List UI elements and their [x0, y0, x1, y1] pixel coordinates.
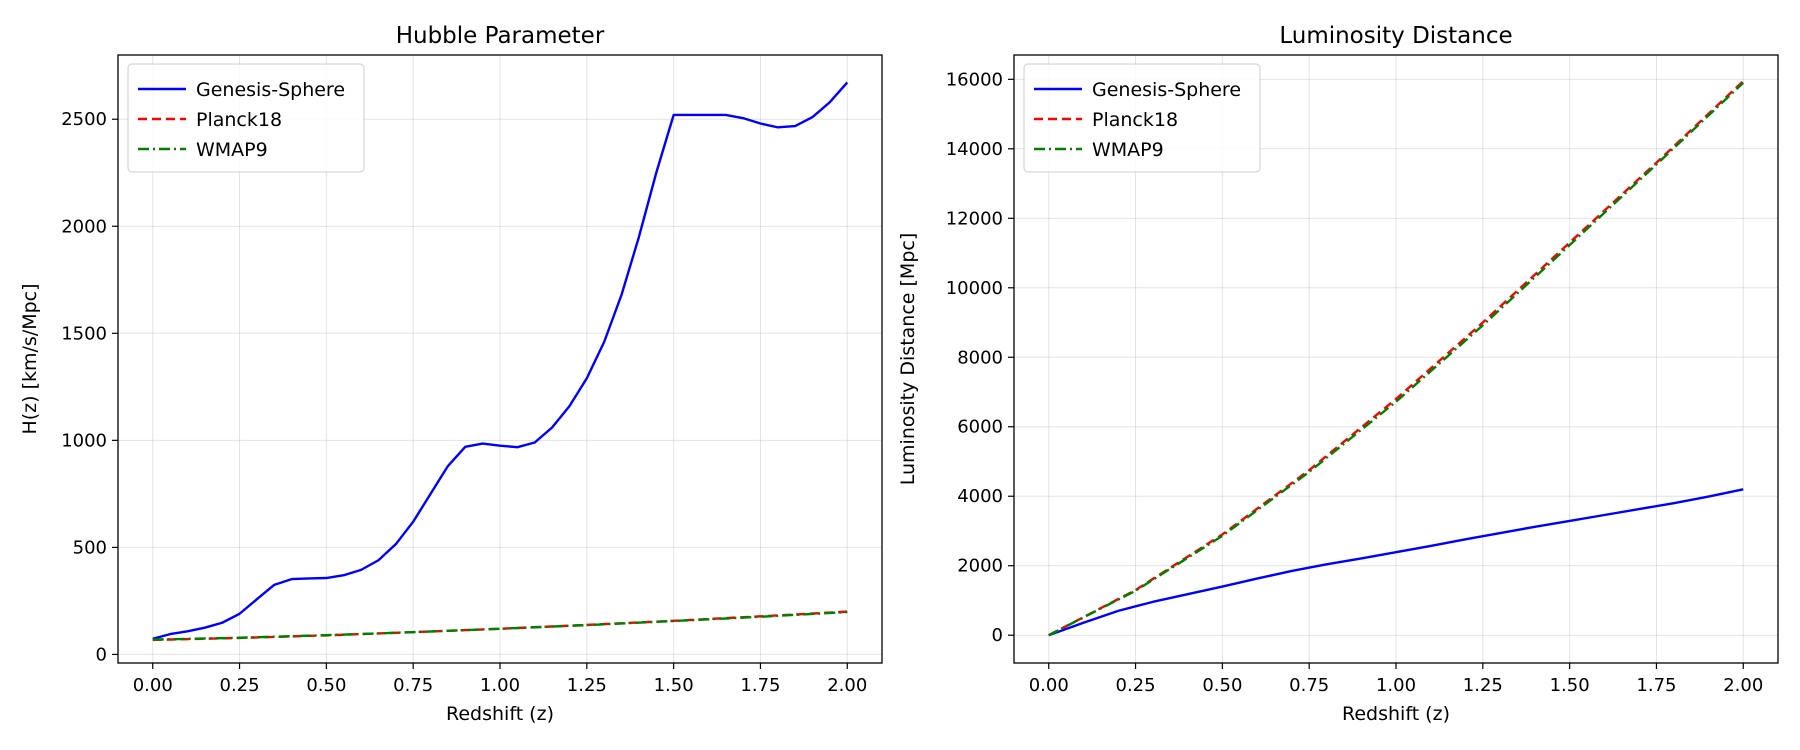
luminosity-legend: Genesis-Sphere Planck18 WMAP9: [1023, 63, 1261, 173]
luminosity-y-tick-label: 6000: [957, 417, 1003, 438]
hubble-legend-label: Genesis-Sphere: [196, 79, 345, 101]
luminosity-x-tick-label: 0.25: [1116, 675, 1156, 696]
hubble-legend-label: WMAP9: [196, 139, 268, 161]
luminosity-x-tick-label: 2.00: [1723, 675, 1763, 696]
luminosity-series-wmap9-line: [1048, 81, 1745, 637]
luminosity-y-tick-label: 10000: [946, 278, 1003, 299]
hubble-y-tick-label: 500: [73, 537, 107, 558]
luminosity-y-tick-label: 14000: [946, 139, 1003, 160]
hubble-y-tick-label: 0: [96, 644, 107, 665]
luminosity-y-tick-label: 2000: [957, 556, 1003, 577]
luminosity-x-tick-label: 0.50: [1202, 675, 1242, 696]
luminosity-legend-label: Genesis-Sphere: [1092, 79, 1241, 101]
luminosity-series-lines: [1048, 80, 1745, 637]
luminosity-y-tick-label: 0: [992, 625, 1003, 646]
hubble-parameter-panel: 0.00 0.25 0.50 0.75 1.00 1.25 1.50 1.75 2.00 0 50…: [19, 23, 883, 725]
luminosity-x-tick-label: 1.75: [1636, 675, 1676, 696]
hubble-legend-label: Planck18: [196, 109, 282, 131]
luminosity-x-ticks: 0.00 0.25 0.50 0.75 1.00 1.25 1.50 1.75 2.00: [1029, 663, 1763, 696]
hubble-x-tick-label: 1.75: [740, 675, 780, 696]
luminosity-y-tick-label: 8000: [957, 347, 1003, 368]
luminosity-y-tick-label: 4000: [957, 486, 1003, 507]
luminosity-x-tick-label: 0.75: [1289, 675, 1329, 696]
luminosity-legend-label: Planck18: [1092, 109, 1178, 131]
hubble-series-wmap9-line: [152, 610, 848, 641]
hubble-y-tick-label: 1000: [61, 430, 107, 451]
luminosity-series-genesis-sphere-line: [1048, 488, 1744, 637]
luminosity-distance-panel: 0.00 0.25 0.50 0.75 1.00 1.25 1.50 1.75 2.00 0 20…: [897, 23, 1779, 725]
luminosity-x-tick-label: 1.50: [1550, 675, 1590, 696]
hubble-x-tick-label: 1.50: [654, 675, 694, 696]
luminosity-y-tick-label: 16000: [946, 69, 1003, 90]
hubble-y-tick-label: 2000: [61, 216, 107, 237]
hubble-x-tick-label: 0.00: [133, 675, 173, 696]
hubble-chart-title: Hubble Parameter: [396, 23, 605, 49]
hubble-y-ticks: 0 500 1000 1500 2000 2500: [61, 109, 118, 665]
hubble-x-tick-label: 0.25: [220, 675, 260, 696]
luminosity-y-ticks: 0 2000 4000 6000 8000 10000 12000 14000 16000: [946, 69, 1014, 646]
hubble-x-tick-label: 0.75: [393, 675, 433, 696]
hubble-x-tick-label: 0.50: [306, 675, 346, 696]
luminosity-chart-title: Luminosity Distance: [1279, 23, 1512, 49]
luminosity-y-axis-label: Luminosity Distance [Mpc]: [897, 233, 919, 486]
hubble-x-ticks: 0.00 0.25 0.50 0.75 1.00 1.25 1.50 1.75 2.00: [133, 663, 867, 696]
hubble-x-tick-label: 1.00: [480, 675, 520, 696]
luminosity-x-tick-label: 1.25: [1463, 675, 1503, 696]
hubble-y-tick-label: 2500: [61, 109, 107, 130]
hubble-series-lines: [152, 81, 849, 642]
hubble-x-tick-label: 2.00: [827, 675, 867, 696]
luminosity-x-tick-label: 1.00: [1376, 675, 1416, 696]
hubble-y-axis-label: H(z) [km/s/Mpc]: [19, 283, 41, 434]
luminosity-y-tick-label: 12000: [946, 208, 1003, 229]
hubble-x-tick-label: 1.25: [567, 675, 607, 696]
hubble-series-genesis-sphere-line: [152, 81, 849, 640]
hubble-y-tick-label: 1500: [61, 323, 107, 344]
luminosity-legend-label: WMAP9: [1092, 139, 1164, 161]
hubble-x-axis-label: Redshift (z): [446, 703, 554, 725]
luminosity-x-axis-label: Redshift (z): [1342, 703, 1450, 725]
luminosity-legend-box: [1023, 63, 1261, 173]
hubble-legend-box: [127, 63, 365, 173]
hubble-legend: Genesis-Sphere Planck18 WMAP9: [127, 63, 365, 173]
luminosity-x-tick-label: 0.00: [1029, 675, 1069, 696]
